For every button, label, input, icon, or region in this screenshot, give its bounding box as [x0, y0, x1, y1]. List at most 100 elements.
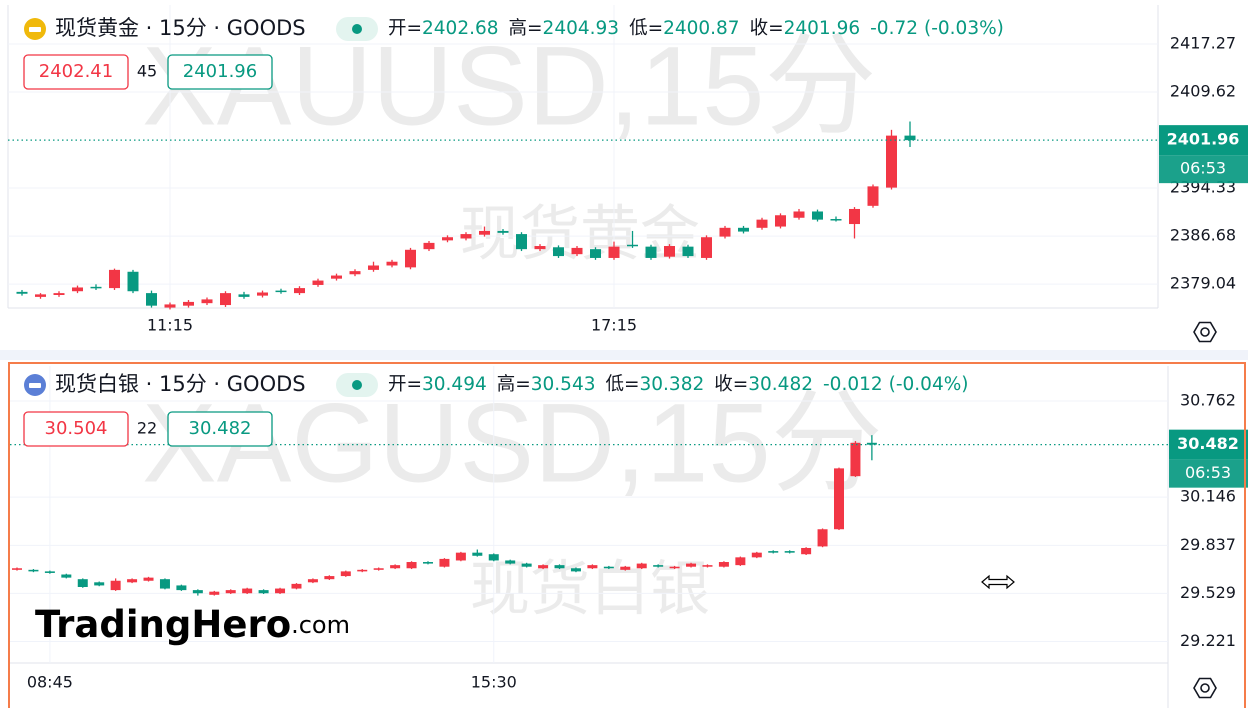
bid-box — [23, 54, 129, 90]
candle-body — [775, 215, 786, 227]
candle-body — [176, 585, 187, 591]
visibility-dot — [352, 380, 362, 390]
candle-body — [225, 590, 236, 594]
y-tick-label: 2409.62 — [1170, 82, 1236, 101]
candle-body — [686, 563, 697, 567]
candle-body — [192, 590, 203, 594]
candle-body — [719, 227, 731, 237]
layers: XAUUSD,15分现货黄金2417.272409.622394.332386.… — [8, 5, 1248, 692]
candle-body — [72, 287, 83, 292]
candle-body — [682, 246, 694, 257]
settings-icon[interactable] — [1193, 677, 1217, 699]
candle-body — [718, 562, 729, 567]
candle-body — [209, 591, 220, 595]
candle-body — [784, 551, 795, 553]
candle-body — [627, 244, 638, 247]
candle-body — [109, 269, 120, 289]
ohlc-legend: 开=30.494 高=30.543 低=30.382 收=30.482 -0.012 (-… — [388, 374, 969, 395]
candle-body — [183, 301, 194, 306]
legend-change-percent: (-0.04%) — [889, 374, 969, 395]
candle-body — [554, 565, 565, 569]
candle-body — [94, 582, 105, 586]
candle-body — [866, 442, 877, 445]
candle-body — [331, 275, 342, 279]
logo-brand: TradingHero — [35, 603, 291, 646]
legend-value: 2400.87 — [663, 18, 740, 39]
candle-body — [768, 551, 779, 553]
candle-body — [349, 271, 361, 275]
candle-body — [460, 234, 472, 239]
symbol-icon-mark — [29, 383, 41, 388]
candle-body — [645, 246, 657, 258]
y-tick-label: 29.529 — [1180, 583, 1236, 602]
spread: 45 — [137, 62, 157, 81]
candle-body — [238, 294, 250, 297]
candle-body — [423, 562, 433, 564]
legend-value: 30.494 — [422, 374, 487, 395]
countdown-label: 06:53 — [1185, 463, 1231, 482]
legend-value: 2402.68 — [422, 18, 499, 39]
candle-body — [357, 569, 368, 572]
candle-body — [516, 234, 527, 250]
candle-body — [608, 246, 620, 258]
symbol-title: 现货黄金 · 15分 · GOODS — [55, 16, 306, 40]
symbol-icon-mark — [29, 27, 41, 32]
candle-body — [442, 237, 453, 241]
candle-body — [701, 237, 712, 258]
candle-body — [479, 230, 490, 235]
candle-body — [756, 219, 768, 228]
x-tick-label: 17:15 — [591, 316, 637, 335]
legend-label: 低= — [606, 374, 640, 395]
candle-body — [793, 211, 805, 218]
candle-body — [850, 442, 861, 477]
bid-box — [23, 411, 129, 447]
candle-body — [258, 590, 269, 594]
candle-body — [553, 247, 564, 257]
spread: 22 — [137, 419, 157, 438]
countdown-tag — [1159, 155, 1248, 184]
candle-body — [386, 261, 398, 266]
candle-body — [735, 557, 746, 566]
y-tick-label: 2379.04 — [1170, 274, 1236, 293]
legend-label: 收= — [714, 374, 748, 395]
x-tick-label: 11:15 — [147, 316, 193, 335]
candle-body — [242, 588, 253, 594]
candle-body — [801, 547, 812, 555]
candle-body — [312, 280, 324, 285]
legend-label: 高= — [497, 374, 531, 395]
legend-label: 开= — [388, 374, 422, 395]
settings-icon[interactable] — [1193, 321, 1217, 343]
candle-body — [77, 579, 88, 587]
last-price-tag — [1159, 125, 1248, 156]
watermark: 现货黄金 — [460, 200, 700, 270]
legend-value: 2401.96 — [784, 18, 861, 39]
candle-body — [867, 186, 879, 206]
candle-body — [472, 552, 483, 556]
candle-body — [817, 529, 828, 547]
watermark: 现货白银 — [470, 555, 710, 625]
ohlc-legend: 开=2402.68 高=2404.93 低=2400.87 收=2401.96 -0.7… — [388, 18, 1004, 39]
legend-value: 30.543 — [531, 374, 596, 395]
candle-body — [497, 230, 509, 233]
legend-label: 低= — [629, 18, 663, 39]
candle-body — [340, 571, 351, 577]
candle-body — [405, 249, 416, 268]
legend-value: 30.382 — [640, 374, 705, 395]
legend-change: -0.72 — [870, 18, 918, 39]
candle-body — [830, 219, 842, 221]
last-price-label: 2401.96 — [1167, 130, 1240, 149]
legend-change-percent: (-0.03%) — [924, 18, 1004, 39]
candle-body — [702, 565, 713, 567]
candle-body — [738, 227, 749, 232]
candle-body — [620, 566, 631, 570]
x-tick-label: 08:45 — [27, 673, 73, 692]
candle-body — [201, 299, 213, 304]
symbol-title: 现货白银 · 15分 · GOODS — [55, 372, 306, 396]
candle-body — [664, 246, 675, 257]
candle-body — [164, 304, 176, 308]
candle-body — [570, 568, 581, 572]
candle-body — [307, 579, 318, 583]
candle-body — [143, 577, 154, 581]
candle-body — [324, 576, 335, 580]
last-price-tag — [1169, 429, 1248, 460]
